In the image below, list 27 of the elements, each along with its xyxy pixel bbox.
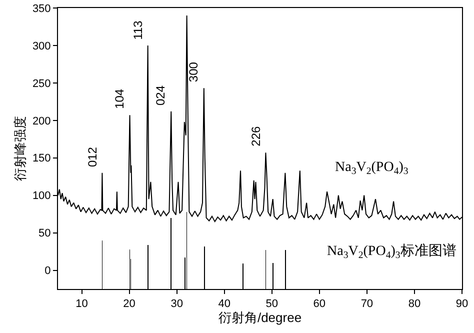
x-tick-label: 80 bbox=[408, 298, 421, 310]
annotation: 226 bbox=[249, 126, 264, 146]
y-tick-label: 0 bbox=[44, 265, 51, 278]
series-label: Na$_{3}$V$_{2}$(PO$_{4}$)$_{3}$ bbox=[335, 160, 408, 177]
text: Na$_{3}$V$_{2}$(PO$_{4}$)$_{3}$标准图谱 bbox=[327, 244, 456, 261]
y-axis-title: 衍射峰强度 bbox=[12, 116, 28, 181]
x-tick-label: 20 bbox=[123, 298, 136, 310]
y-tick-label: 250 bbox=[32, 78, 51, 90]
x-tick-label: 30 bbox=[170, 298, 183, 310]
x-tick-label: 70 bbox=[360, 298, 374, 310]
annotation: 012 bbox=[85, 146, 100, 168]
y-tick-label: 50 bbox=[38, 228, 51, 240]
x-tick-label: 10 bbox=[76, 298, 88, 310]
y-tick-label: 200 bbox=[32, 115, 51, 128]
annotation: 104 bbox=[112, 88, 127, 109]
y-tick-label: 100 bbox=[32, 190, 51, 202]
x-tick-label: 50 bbox=[266, 298, 278, 310]
x-tick-label: 60 bbox=[313, 298, 326, 310]
x-tick-label: 40 bbox=[218, 298, 230, 310]
x-tick-label: 90 bbox=[456, 298, 468, 310]
annotation: 113 bbox=[130, 20, 145, 40]
annotation: 024 bbox=[154, 85, 168, 106]
y-tick-label: 300 bbox=[32, 40, 51, 52]
annotation: 300 bbox=[186, 62, 201, 82]
y-tick-label: 150 bbox=[32, 152, 51, 165]
x-axis-title: 衍射角/degree bbox=[218, 310, 302, 326]
y-tick-label: 350 bbox=[32, 2, 51, 15]
